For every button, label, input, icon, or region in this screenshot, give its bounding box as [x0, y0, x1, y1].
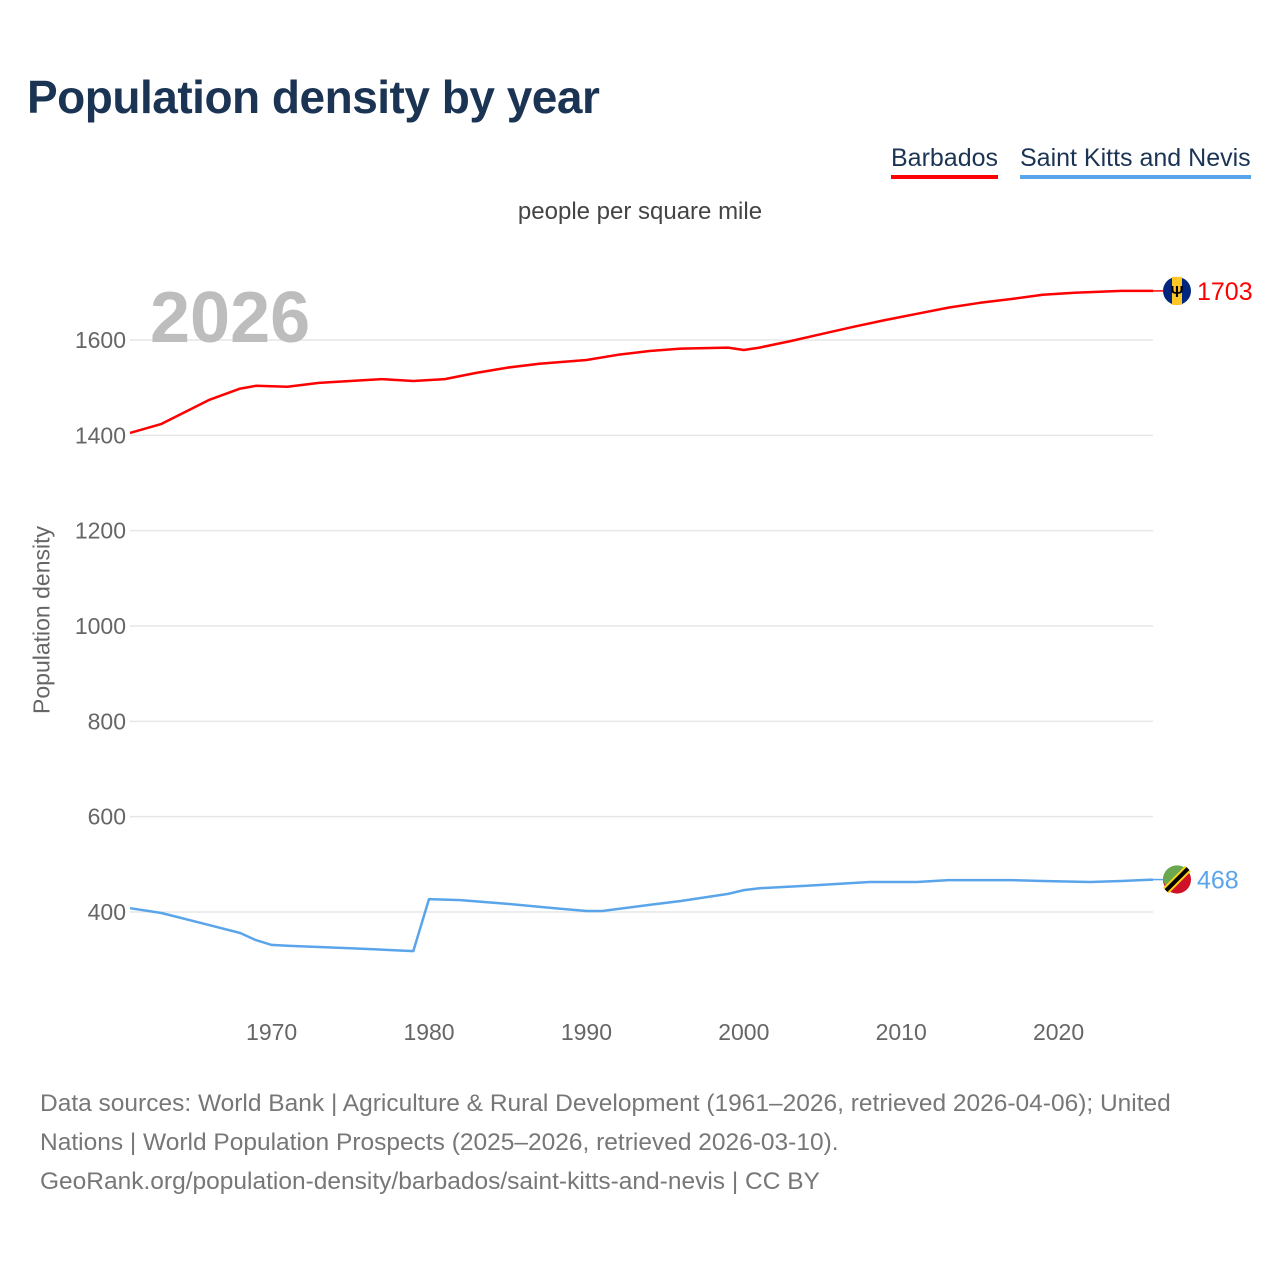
footer: Data sources: World Bank | Agriculture &… [40, 1084, 1250, 1201]
y-tick-label: 1000 [75, 613, 126, 639]
trident-icon: Ψ [1171, 284, 1184, 301]
x-tick-label: 1990 [561, 1019, 612, 1045]
chart-subtitle: people per square mile [517, 198, 763, 225]
x-tick-label: 2000 [718, 1019, 769, 1045]
end-value-label: 468 [1197, 867, 1239, 895]
flag-stripe [1172, 276, 1182, 305]
data-sources: Data sources: World Bank | Agriculture &… [40, 1090, 1171, 1156]
y-tick-label: 400 [88, 899, 126, 925]
y-tick-label: 600 [88, 804, 126, 830]
x-tick-label: 2010 [876, 1019, 927, 1045]
legend-saint-kitts-and-nevis[interactable]: Saint Kitts and Nevis [1020, 144, 1251, 179]
y-tick-label: 800 [88, 708, 126, 734]
x-tick-label: 1970 [246, 1019, 297, 1045]
series-line-barbados [129, 289, 1153, 435]
series-line-saint-kitts-and-nevis [129, 878, 1154, 953]
y-tick-label: 1600 [75, 327, 126, 353]
source-link[interactable]: GeoRank.org/population-density/barbados/… [40, 1168, 820, 1195]
x-tick-label: 2020 [1033, 1019, 1084, 1045]
x-tick-label: 1980 [403, 1019, 454, 1045]
flag-band-black [1164, 867, 1190, 893]
chart-title: Population density by year [27, 71, 600, 123]
legend-barbados[interactable]: Barbados [891, 144, 999, 179]
end-value-label: 1703 [1197, 278, 1253, 306]
y-tick-label: 1400 [75, 422, 126, 448]
year-watermark: 2026 [150, 278, 310, 358]
y-tick-label: 1200 [75, 518, 126, 544]
